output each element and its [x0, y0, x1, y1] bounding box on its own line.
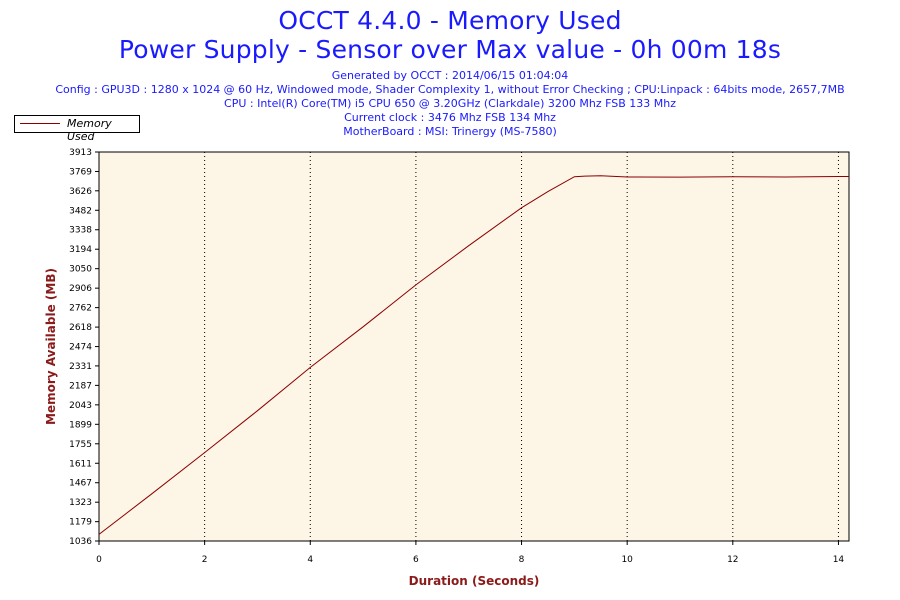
plot-area: [99, 152, 849, 541]
x-tick-label: 6: [413, 555, 419, 565]
x-tick-label: 14: [833, 555, 845, 565]
chart-subtitle: Power Supply - Sensor over Max value - 0…: [118, 35, 782, 64]
y-axis-ticks: 1036 1179 1323 1467 1611 1755 1899 2043 2187 2331…: [69, 148, 99, 547]
y-tick-label: 2187: [69, 381, 92, 391]
info-motherboard: MotherBoard : MSI: Trinergy (MS-7580): [343, 125, 557, 138]
legend-label: Memory Used: [67, 117, 112, 143]
grid-lines: [204, 152, 839, 541]
x-tick-label: 10: [621, 555, 633, 565]
y-tick-label: 1611: [69, 459, 92, 469]
x-axis-title: Duration (Seconds): [409, 574, 540, 588]
info-config: Config : GPU3D : 1280 x 1024 @ 60 Hz, Wi…: [55, 83, 845, 96]
y-tick-label: 3769: [69, 167, 92, 177]
y-tick-label: 3913: [69, 148, 92, 158]
y-tick-label: 1899: [69, 420, 92, 430]
y-tick-label: 2474: [69, 343, 92, 353]
chart-title: OCCT 4.4.0 - Memory Used: [278, 6, 622, 35]
info-current-clock: Current clock : 3476 Mhz FSB 134 Mhz: [344, 111, 556, 124]
info-generated: Generated by OCCT : 2014/06/15 01:04:04: [331, 69, 569, 82]
y-tick-label: 1755: [69, 440, 92, 450]
y-tick-label: 2618: [69, 323, 92, 333]
x-axis-ticks: 0 2 4 6 8 10 12 14: [96, 541, 844, 565]
x-tick-label: 0: [96, 555, 102, 565]
y-tick-label: 2762: [69, 304, 92, 314]
y-tick-label: 1323: [69, 498, 92, 508]
series-line-memory-used: [98, 175, 849, 535]
legend-swatch: [20, 123, 60, 124]
y-tick-label: 3626: [69, 187, 92, 197]
y-tick-label: 2043: [69, 401, 92, 411]
y-tick-label: 1179: [69, 518, 92, 528]
x-tick-label: 2: [202, 555, 208, 565]
legend: Memory Used: [14, 115, 140, 143]
x-tick-label: 4: [307, 555, 313, 565]
y-tick-label: 3194: [69, 245, 92, 255]
y-tick-label: 2906: [69, 284, 92, 294]
y-tick-label: 1467: [69, 479, 92, 489]
x-tick-label: 8: [519, 555, 525, 565]
y-tick-label: 3338: [69, 226, 92, 236]
x-tick-label: 12: [727, 555, 738, 565]
y-axis-title: Memory Available (MB): [44, 268, 58, 425]
y-tick-label: 3482: [69, 206, 92, 216]
y-tick-label: 1036: [69, 537, 92, 547]
y-tick-label: 2331: [69, 362, 92, 372]
info-cpu: CPU : Intel(R) Core(TM) i5 CPU 650 @ 3.2…: [224, 97, 676, 110]
y-tick-label: 3050: [69, 265, 92, 275]
